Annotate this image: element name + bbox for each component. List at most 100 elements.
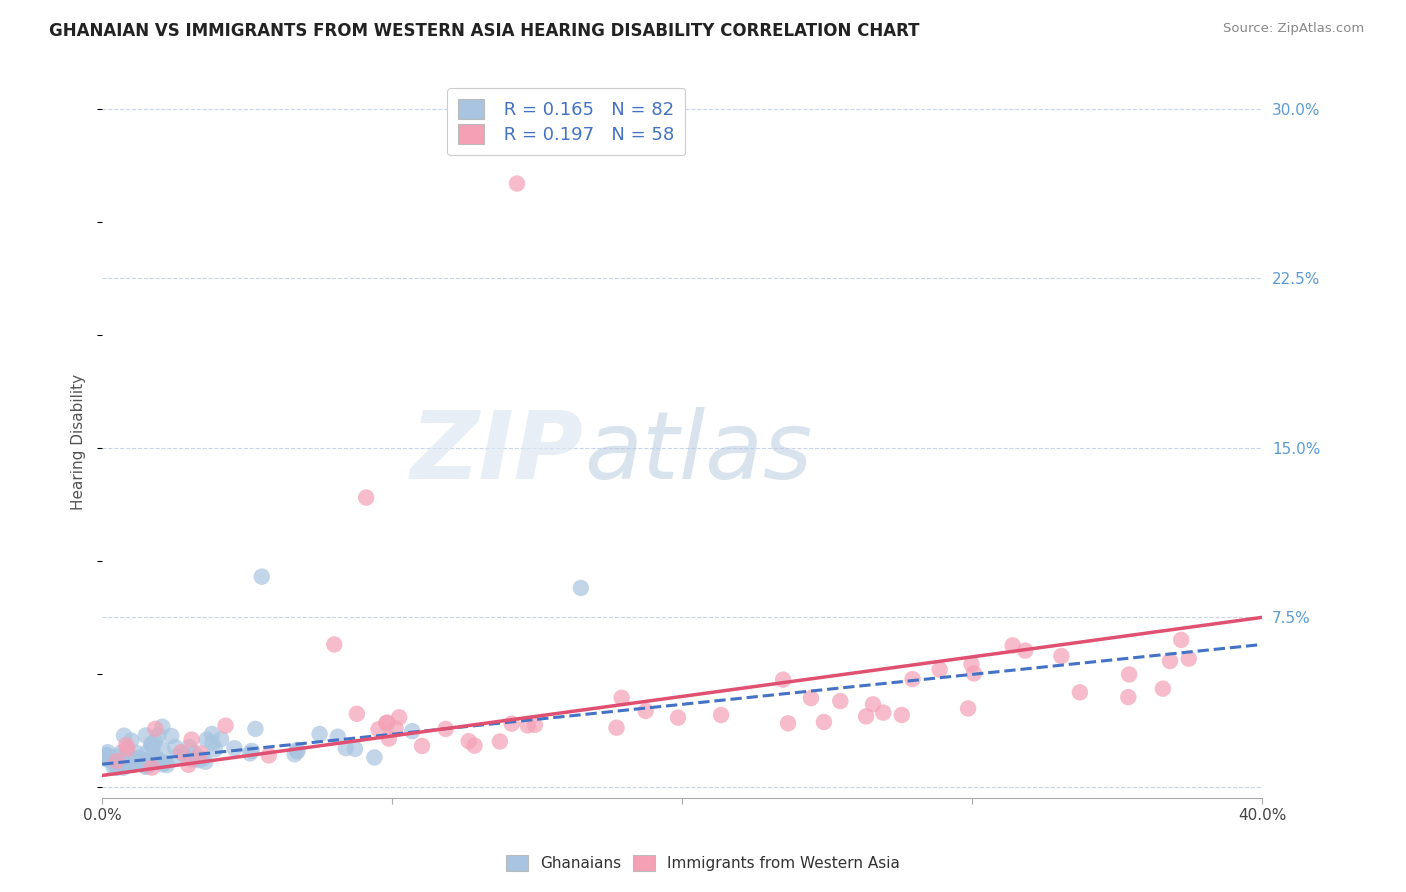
Point	[308, 727, 330, 741]
Point	[112, 729, 135, 743]
Point	[388, 710, 411, 724]
Point	[326, 730, 349, 744]
Point	[177, 757, 200, 772]
Point	[166, 749, 188, 764]
Point	[180, 732, 202, 747]
Point	[139, 737, 162, 751]
Point	[141, 761, 163, 775]
Point	[107, 749, 129, 764]
Point	[170, 745, 193, 759]
Point	[97, 748, 120, 763]
Point	[142, 740, 165, 755]
Point	[105, 754, 128, 768]
Point	[901, 672, 924, 686]
Point	[569, 581, 592, 595]
Text: Source: ZipAtlas.com: Source: ZipAtlas.com	[1223, 22, 1364, 36]
Point	[257, 748, 280, 763]
Point	[111, 756, 134, 770]
Point	[188, 747, 211, 761]
Point	[830, 694, 852, 708]
Point	[1014, 643, 1036, 657]
Point	[110, 746, 132, 760]
Point	[401, 724, 423, 739]
Point	[96, 752, 118, 766]
Point	[125, 746, 148, 760]
Point	[143, 753, 166, 767]
Point	[214, 719, 236, 733]
Point	[129, 753, 152, 767]
Point	[501, 716, 523, 731]
Point	[224, 741, 246, 756]
Point	[148, 728, 170, 742]
Point	[377, 715, 399, 730]
Point	[138, 758, 160, 772]
Point	[335, 741, 357, 756]
Point	[1118, 667, 1140, 681]
Point	[378, 731, 401, 746]
Point	[188, 753, 211, 767]
Point	[710, 708, 733, 723]
Point	[204, 742, 226, 756]
Point	[184, 752, 207, 766]
Point	[191, 752, 214, 766]
Point	[135, 729, 157, 743]
Text: GHANAIAN VS IMMIGRANTS FROM WESTERN ASIA HEARING DISABILITY CORRELATION CHART: GHANAIAN VS IMMIGRANTS FROM WESTERN ASIA…	[49, 22, 920, 40]
Point	[1159, 654, 1181, 668]
Point	[156, 758, 179, 772]
Point	[343, 741, 366, 756]
Point	[610, 690, 633, 705]
Point	[634, 704, 657, 718]
Point	[1118, 690, 1140, 704]
Point	[516, 718, 538, 732]
Point	[152, 742, 174, 756]
Legend:  R = 0.165   N = 82,  R = 0.197   N = 58: R = 0.165 N = 82, R = 0.197 N = 58	[447, 88, 685, 155]
Point	[363, 750, 385, 764]
Point	[183, 747, 205, 761]
Point	[240, 744, 263, 758]
Point	[457, 734, 479, 748]
Point	[181, 752, 204, 766]
Point	[463, 739, 485, 753]
Text: atlas: atlas	[583, 408, 813, 499]
Point	[115, 742, 138, 756]
Point	[250, 569, 273, 583]
Point	[239, 747, 262, 761]
Point	[666, 710, 689, 724]
Point	[375, 716, 398, 731]
Point	[136, 745, 159, 759]
Point	[1177, 651, 1199, 665]
Point	[772, 673, 794, 687]
Point	[287, 744, 309, 758]
Point	[160, 729, 183, 743]
Point	[872, 706, 894, 720]
Point	[1170, 632, 1192, 647]
Point	[134, 760, 156, 774]
Point	[411, 739, 433, 753]
Point	[148, 754, 170, 768]
Point	[128, 752, 150, 766]
Point	[890, 708, 912, 723]
Point	[963, 666, 986, 681]
Point	[120, 733, 142, 747]
Point	[209, 732, 232, 747]
Point	[506, 177, 529, 191]
Point	[103, 760, 125, 774]
Point	[103, 753, 125, 767]
Point	[862, 698, 884, 712]
Point	[194, 755, 217, 769]
Point	[284, 747, 307, 762]
Point	[97, 745, 120, 759]
Point	[957, 701, 980, 715]
Point	[127, 755, 149, 769]
Point	[145, 750, 167, 764]
Point	[800, 691, 823, 706]
Point	[98, 753, 121, 767]
Point	[152, 720, 174, 734]
Point	[606, 721, 628, 735]
Point	[354, 491, 377, 505]
Point	[150, 757, 173, 772]
Point	[129, 754, 152, 768]
Point	[776, 716, 799, 731]
Point	[142, 751, 165, 765]
Point	[153, 756, 176, 770]
